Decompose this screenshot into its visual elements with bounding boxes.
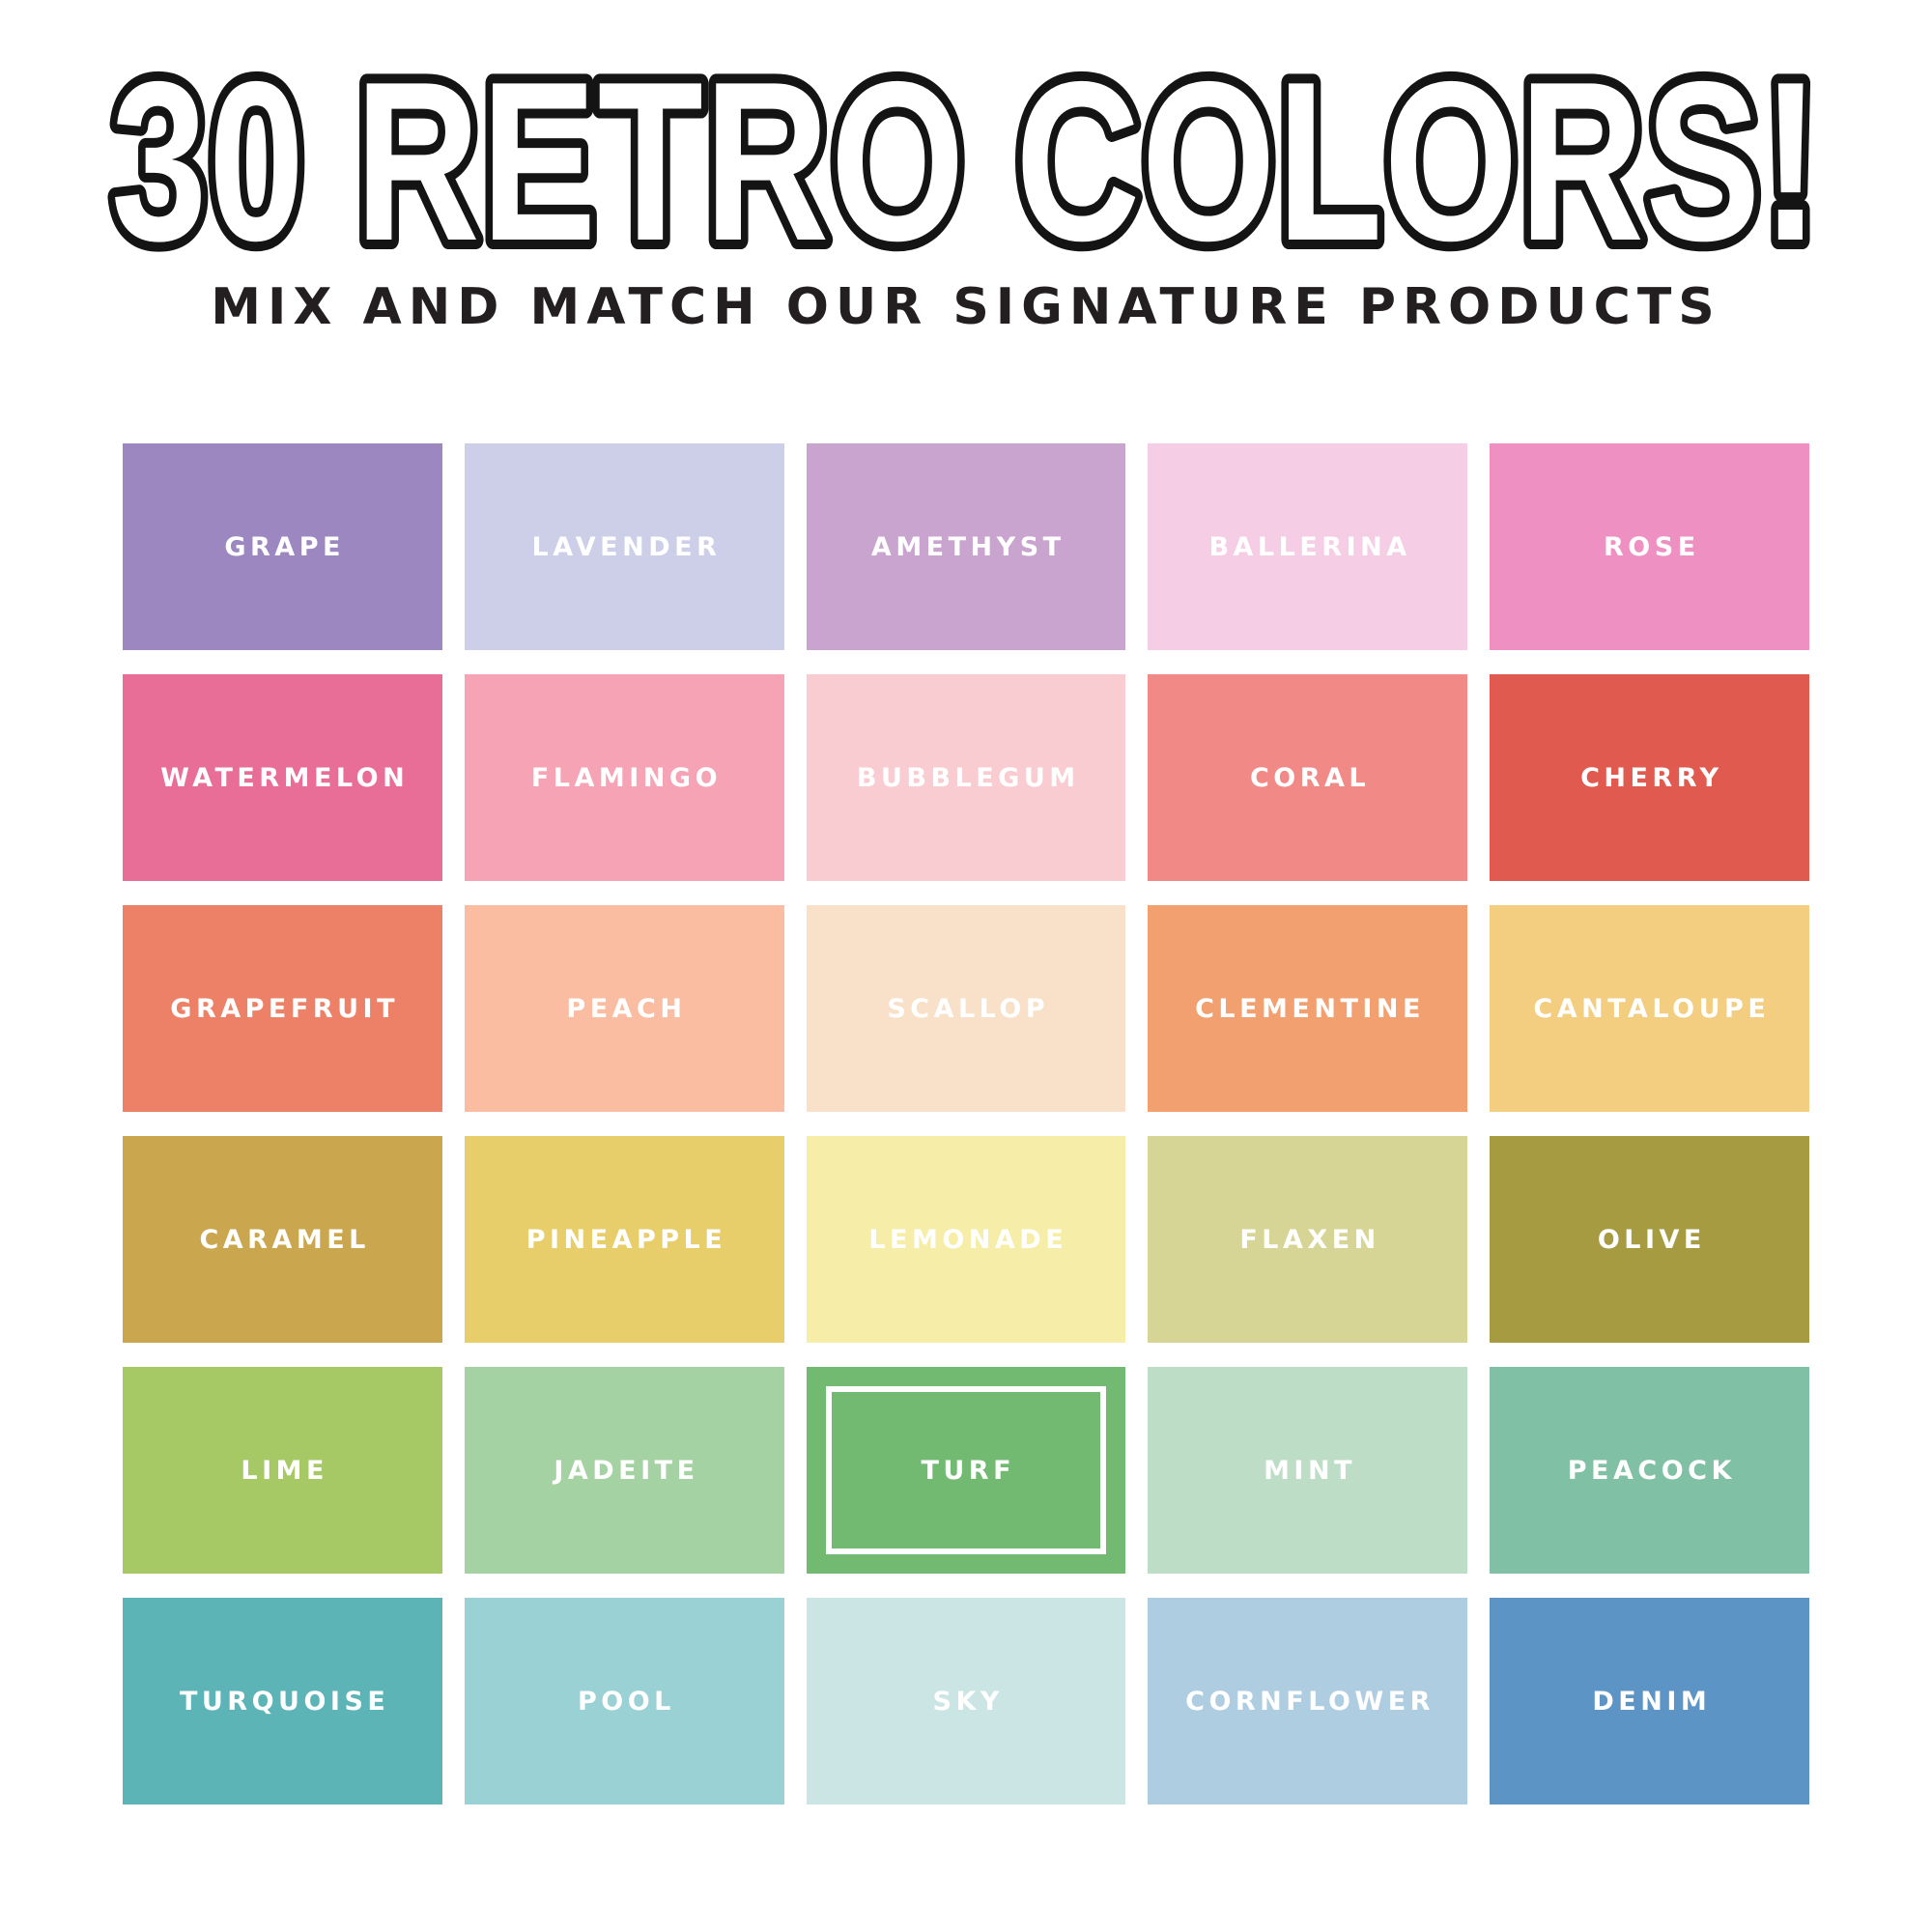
swatch-label: SCALLOP <box>887 993 1050 1024</box>
swatch-jadeite: JADEITE <box>464 1367 784 1574</box>
swatch-label: FLAMINGO <box>530 762 723 793</box>
swatch-ballerina: BALLERINA <box>1148 443 1468 650</box>
swatch-label: LEMONADE <box>868 1224 1068 1255</box>
swatch-label: BUBBLEGUM <box>856 762 1080 793</box>
swatch-label: TURF <box>921 1455 1016 1486</box>
swatch-caramel: CARAMEL <box>123 1136 442 1343</box>
swatch-grape: GRAPE <box>123 443 442 650</box>
swatch-olive: OLIVE <box>1490 1136 1809 1343</box>
swatch-label: CLEMENTINE <box>1195 993 1425 1024</box>
swatch-label: OLIVE <box>1597 1224 1706 1255</box>
swatch-grid: GRAPE LAVENDER AMETHYST BALLERINA ROSE WATERM… <box>123 443 1809 1804</box>
swatch-label: SKY <box>932 1686 1004 1717</box>
title-banner: 30 RETRO COLORS! <box>101 70 1829 277</box>
swatch-label: JADEITE <box>554 1455 699 1486</box>
swatch-watermelon: WATERMELON <box>123 674 442 881</box>
swatch-rose: ROSE <box>1490 443 1809 650</box>
swatch-label: FLAXEN <box>1239 1224 1380 1255</box>
page-title: 30 RETRO COLORS! <box>111 70 1821 277</box>
swatch-peacock: PEACOCK <box>1490 1367 1809 1574</box>
swatch-lemonade: LEMONADE <box>806 1136 1126 1343</box>
swatch-coral: CORAL <box>1148 674 1468 881</box>
swatch-clementine: CLEMENTINE <box>1148 905 1468 1112</box>
swatch-label: POOL <box>577 1686 675 1717</box>
swatch-label: PEACOCK <box>1567 1455 1736 1486</box>
swatch-label: AMETHYST <box>870 531 1065 562</box>
swatch-label: CORAL <box>1249 762 1371 793</box>
swatch-bubblegum: BUBBLEGUM <box>806 674 1126 881</box>
swatch-label: CARAMEL <box>199 1224 370 1255</box>
swatch-flaxen: FLAXEN <box>1148 1136 1468 1343</box>
swatch-label: BALLERINA <box>1208 531 1411 562</box>
swatch-cantaloupe: CANTALOUPE <box>1490 905 1809 1112</box>
swatch-label: DENIM <box>1592 1686 1712 1717</box>
swatch-label: GRAPEFRUIT <box>170 993 399 1024</box>
swatch-lime: LIME <box>123 1367 442 1574</box>
swatch-sky: SKY <box>806 1598 1126 1804</box>
swatch-cherry: CHERRY <box>1490 674 1809 881</box>
swatch-label: MINT <box>1264 1455 1356 1486</box>
swatch-label: TURQUOISE <box>179 1686 390 1717</box>
swatch-turquoise: TURQUOISE <box>123 1598 442 1804</box>
swatch-label: ROSE <box>1604 531 1700 562</box>
swatch-label: CHERRY <box>1580 762 1723 793</box>
swatch-lavender: LAVENDER <box>464 443 784 650</box>
swatch-peach: PEACH <box>464 905 784 1112</box>
swatch-grapefruit: GRAPEFRUIT <box>123 905 442 1112</box>
swatch-label: PEACH <box>566 993 687 1024</box>
swatch-label: WATERMELON <box>160 762 410 793</box>
swatch-label: CANTALOUPE <box>1533 993 1771 1024</box>
swatch-pool: POOL <box>464 1598 784 1804</box>
swatch-cornflower: CORNFLOWER <box>1148 1598 1468 1804</box>
swatch-label: LAVENDER <box>531 531 722 562</box>
swatch-turf: TURF <box>806 1367 1126 1574</box>
swatch-flamingo: FLAMINGO <box>464 674 784 881</box>
swatch-label: GRAPE <box>224 531 345 562</box>
swatch-amethyst: AMETHYST <box>806 443 1126 650</box>
page-subtitle: MIX AND MATCH OUR SIGNATURE PRODUCTS <box>211 278 1721 336</box>
swatch-pineapple: PINEAPPLE <box>464 1136 784 1343</box>
swatch-mint: MINT <box>1148 1367 1468 1574</box>
swatch-scallop: SCALLOP <box>806 905 1126 1112</box>
swatch-label: PINEAPPLE <box>526 1224 727 1255</box>
swatch-label: CORNFLOWER <box>1185 1686 1435 1717</box>
swatch-label: LIME <box>241 1455 328 1486</box>
swatch-denim: DENIM <box>1490 1598 1809 1804</box>
